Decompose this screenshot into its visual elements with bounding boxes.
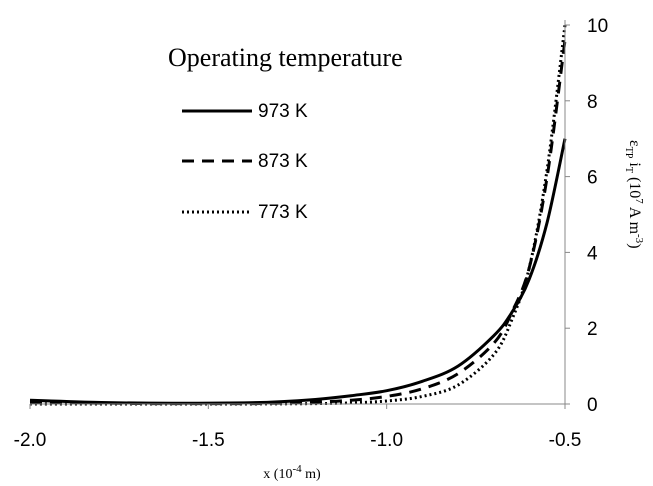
y-tick-label: 8: [587, 92, 598, 113]
y-tick-label: 4: [587, 243, 598, 264]
legend-label-973: 973 K: [258, 101, 308, 122]
y-tick-label: 10: [587, 16, 608, 37]
legend: Operating temperature 973 K 873 K 773 K: [168, 43, 403, 223]
legend-title: Operating temperature: [168, 43, 403, 72]
x-tick-label: -1.0: [370, 430, 403, 451]
y-tick-label: 6: [587, 168, 598, 189]
x-axis-label: x (10-4 m): [263, 463, 321, 482]
y-axis-label: εTP iT (107 A m-3): [623, 140, 645, 249]
series-line-973k: [29, 138, 567, 405]
x-tick-label: -2.0: [14, 430, 47, 451]
y-tick-label: 2: [587, 319, 598, 340]
legend-label-873: 873 K: [258, 151, 308, 172]
series-line-873k: [29, 40, 567, 406]
x-tick-label: -0.5: [549, 430, 582, 451]
axes-group: -2.0 -1.5 -1.0 -0.50 2 4 6 8 10: [14, 16, 609, 451]
y-tick-label: 0: [587, 395, 598, 416]
legend-label-773: 773 K: [258, 202, 308, 223]
x-tick-label: -1.5: [192, 430, 225, 451]
